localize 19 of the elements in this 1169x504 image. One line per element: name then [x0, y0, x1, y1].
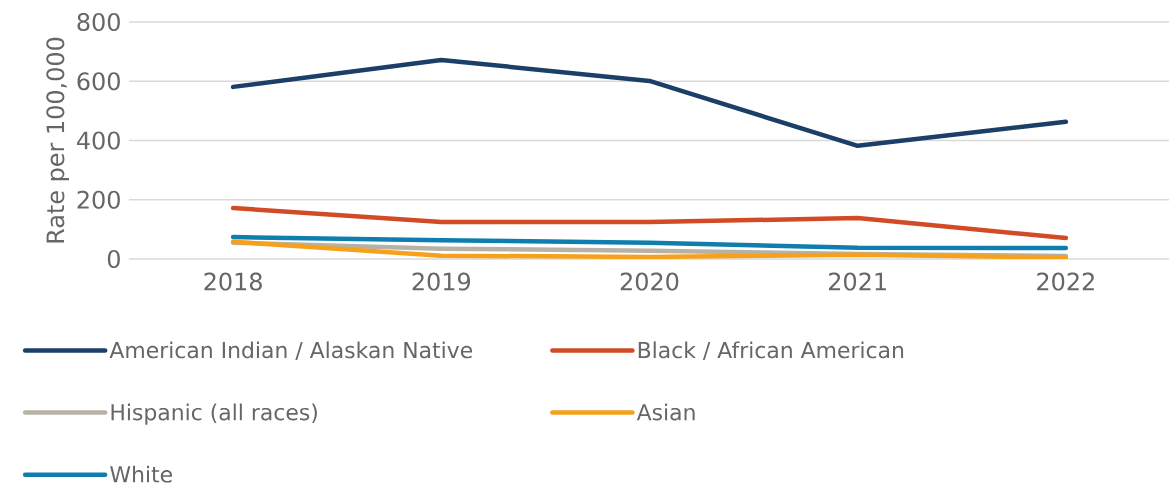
line-series [230, 205, 1069, 241]
line-series [230, 57, 1069, 149]
x-tick-label: 2021 [828, 272, 886, 291]
y-tick-label: 400 [77, 131, 120, 150]
legend-label: Hispanic (all races) [111, 403, 317, 425]
x-tick-label: 2019 [412, 272, 471, 291]
y-tick-label: 0 [107, 249, 120, 269]
y-tick-label: 800 [77, 12, 120, 32]
legend-label: Asian [636, 403, 695, 421]
x-tick-label: 2022 [1037, 272, 1094, 291]
y-tick-label: 600 [77, 72, 120, 91]
legend-label: American Indian / Alaskan Native [109, 341, 473, 361]
line-series [230, 234, 1069, 251]
legend-label: White [110, 465, 172, 483]
y-tick-label: 200 [77, 190, 120, 209]
legend-label: Black / African American [638, 341, 904, 361]
x-tick-label: 2020 [620, 272, 679, 291]
x-tick-label: 2018 [204, 272, 262, 291]
y-axis-title: Rate per 100,000 [46, 37, 69, 243]
